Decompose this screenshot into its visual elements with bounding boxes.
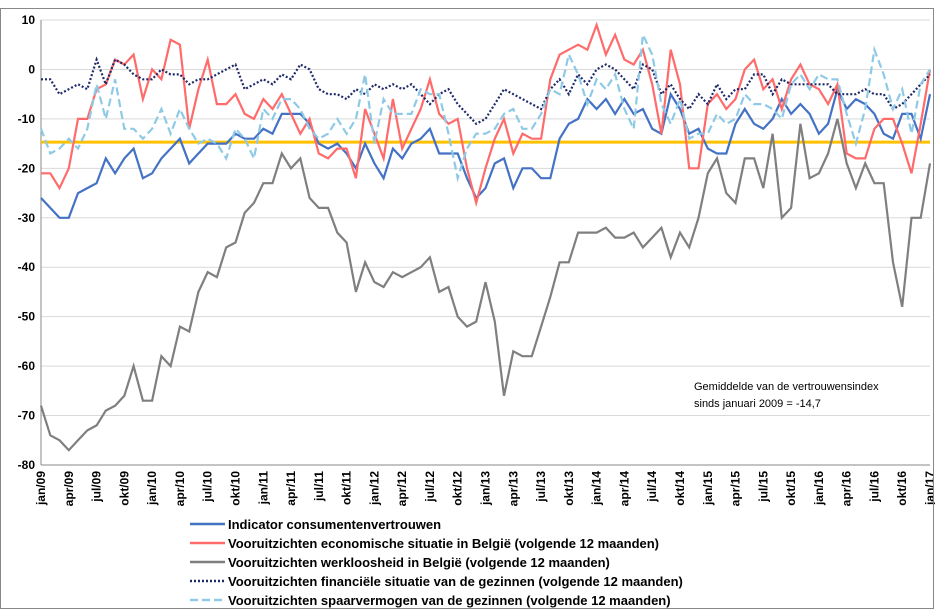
x-tick-label: okt/13 bbox=[562, 471, 576, 506]
x-tick-label: jan/10 bbox=[145, 471, 159, 506]
y-tick-label: -20 bbox=[18, 161, 36, 175]
x-tick-label: jan/09 bbox=[34, 471, 48, 506]
y-tick-label: -60 bbox=[18, 359, 36, 373]
x-tick-label: okt/16 bbox=[895, 471, 909, 506]
x-tick-label: okt/12 bbox=[451, 471, 465, 506]
x-tick-label: okt/15 bbox=[784, 471, 798, 506]
legend-label: Indicator consumentenvertrouwen bbox=[228, 517, 441, 532]
x-tick-label: okt/11 bbox=[340, 471, 354, 505]
x-tick-label: apr/14 bbox=[617, 471, 631, 507]
frame bbox=[0, 8, 934, 609]
x-tick-label: jan/13 bbox=[479, 471, 493, 506]
x-tick-label: apr/13 bbox=[506, 471, 520, 507]
x-tick-label: jan/15 bbox=[701, 471, 715, 506]
series-line bbox=[39, 118, 932, 452]
legend-label: Vooruitzichten spaarvermogen van de gezi… bbox=[228, 593, 671, 608]
x-tick-label: jul/13 bbox=[534, 471, 548, 503]
y-tick-label: -80 bbox=[18, 458, 36, 472]
x-tick-label: jul/15 bbox=[756, 471, 770, 503]
series-line bbox=[41, 21, 932, 208]
x-tick-label: jul/10 bbox=[201, 471, 215, 503]
legend-label: Vooruitzichten financiële situatie van d… bbox=[228, 574, 683, 589]
series-line bbox=[39, 30, 931, 183]
x-tick-label: jul/12 bbox=[423, 471, 437, 503]
legend-label: Vooruitzichten werkloosheid in België (v… bbox=[228, 555, 610, 570]
x-tick-label: jul/16 bbox=[867, 471, 881, 503]
x-tick-label: jul/14 bbox=[645, 471, 659, 503]
x-tick-label: apr/09 bbox=[62, 471, 76, 507]
x-tick-label: okt/09 bbox=[117, 471, 131, 506]
legend-label: Vooruitzichten economische situatie in B… bbox=[228, 536, 659, 551]
series-line bbox=[41, 56, 931, 126]
x-tick-label: jan/11 bbox=[256, 471, 270, 506]
x-tick-label: jan/16 bbox=[812, 471, 826, 506]
y-tick-label: -50 bbox=[18, 310, 36, 324]
x-tick-label: jul/11 bbox=[312, 471, 326, 502]
y-tick-label: -40 bbox=[18, 260, 36, 274]
x-tick-label: jul/09 bbox=[90, 471, 104, 503]
x-tick-label: jan/14 bbox=[590, 471, 604, 506]
x-tick-label: apr/10 bbox=[173, 471, 187, 507]
x-tick-label: jan/17 bbox=[923, 471, 935, 506]
series-line bbox=[40, 86, 932, 219]
x-tick-label: okt/14 bbox=[673, 471, 687, 506]
x-tick-label: okt/10 bbox=[228, 471, 242, 506]
x-tick-label: apr/12 bbox=[395, 471, 409, 507]
annotation: sinds januari 2009 = -14,7 bbox=[694, 398, 821, 410]
y-tick-label: -70 bbox=[18, 409, 36, 423]
annotation: Gemiddelde van de vertrouwensindex bbox=[694, 381, 879, 393]
y-tick-label: -10 bbox=[18, 112, 36, 126]
x-tick-label: apr/16 bbox=[840, 471, 854, 507]
y-tick-label: -30 bbox=[18, 211, 36, 225]
x-tick-label: jan/12 bbox=[367, 471, 381, 506]
x-tick-label: apr/11 bbox=[284, 471, 298, 506]
y-tick-label: 0 bbox=[28, 62, 35, 76]
y-tick-label: 10 bbox=[22, 13, 36, 27]
x-tick-label: apr/15 bbox=[729, 471, 743, 507]
